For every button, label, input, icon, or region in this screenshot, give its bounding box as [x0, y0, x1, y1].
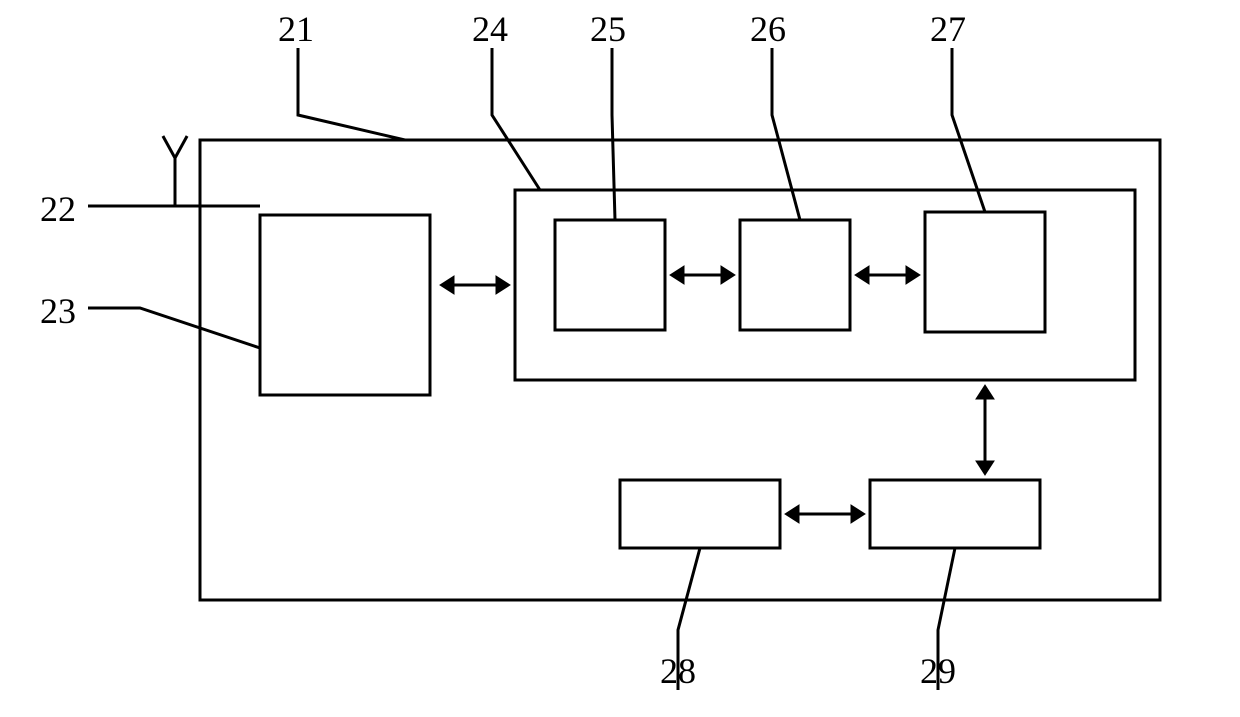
ref-label-23: 23: [40, 290, 76, 332]
arrowhead: [440, 276, 454, 294]
block-block_25: [555, 220, 665, 330]
diagram-svg: [0, 0, 1240, 717]
arrowhead: [976, 385, 994, 399]
ref-label-27: 27: [930, 8, 966, 50]
antenna-v-left: [163, 136, 175, 158]
arrowhead: [721, 266, 735, 284]
block-block_28: [620, 480, 780, 548]
ref-label-28: 28: [660, 650, 696, 692]
ref-label-26: 26: [750, 8, 786, 50]
arrowhead: [785, 505, 799, 523]
ref-label-29: 29: [920, 650, 956, 692]
block-block_23: [260, 215, 430, 395]
leader-ll_23: [88, 308, 260, 348]
antenna-v-right: [175, 136, 187, 158]
block-block_26: [740, 220, 850, 330]
ref-label-25: 25: [590, 8, 626, 50]
arrowhead: [496, 276, 510, 294]
arrowhead: [855, 266, 869, 284]
leader-ll_26: [772, 48, 800, 220]
arrowhead: [670, 266, 684, 284]
ref-label-24: 24: [472, 8, 508, 50]
arrowhead: [851, 505, 865, 523]
block-block_27: [925, 212, 1045, 332]
ref-label-22: 22: [40, 188, 76, 230]
block-block_29: [870, 480, 1040, 548]
block-outer_21: [200, 140, 1160, 600]
leader-ll_21: [298, 48, 405, 140]
arrowhead: [906, 266, 920, 284]
arrowhead: [976, 461, 994, 475]
leader-ll_27: [952, 48, 985, 212]
leader-ll_24: [492, 48, 540, 190]
diagram-canvas: 21 24 25 26 27 22 23 28 29: [0, 0, 1240, 717]
leader-ll_25: [612, 48, 615, 220]
ref-label-21: 21: [278, 8, 314, 50]
